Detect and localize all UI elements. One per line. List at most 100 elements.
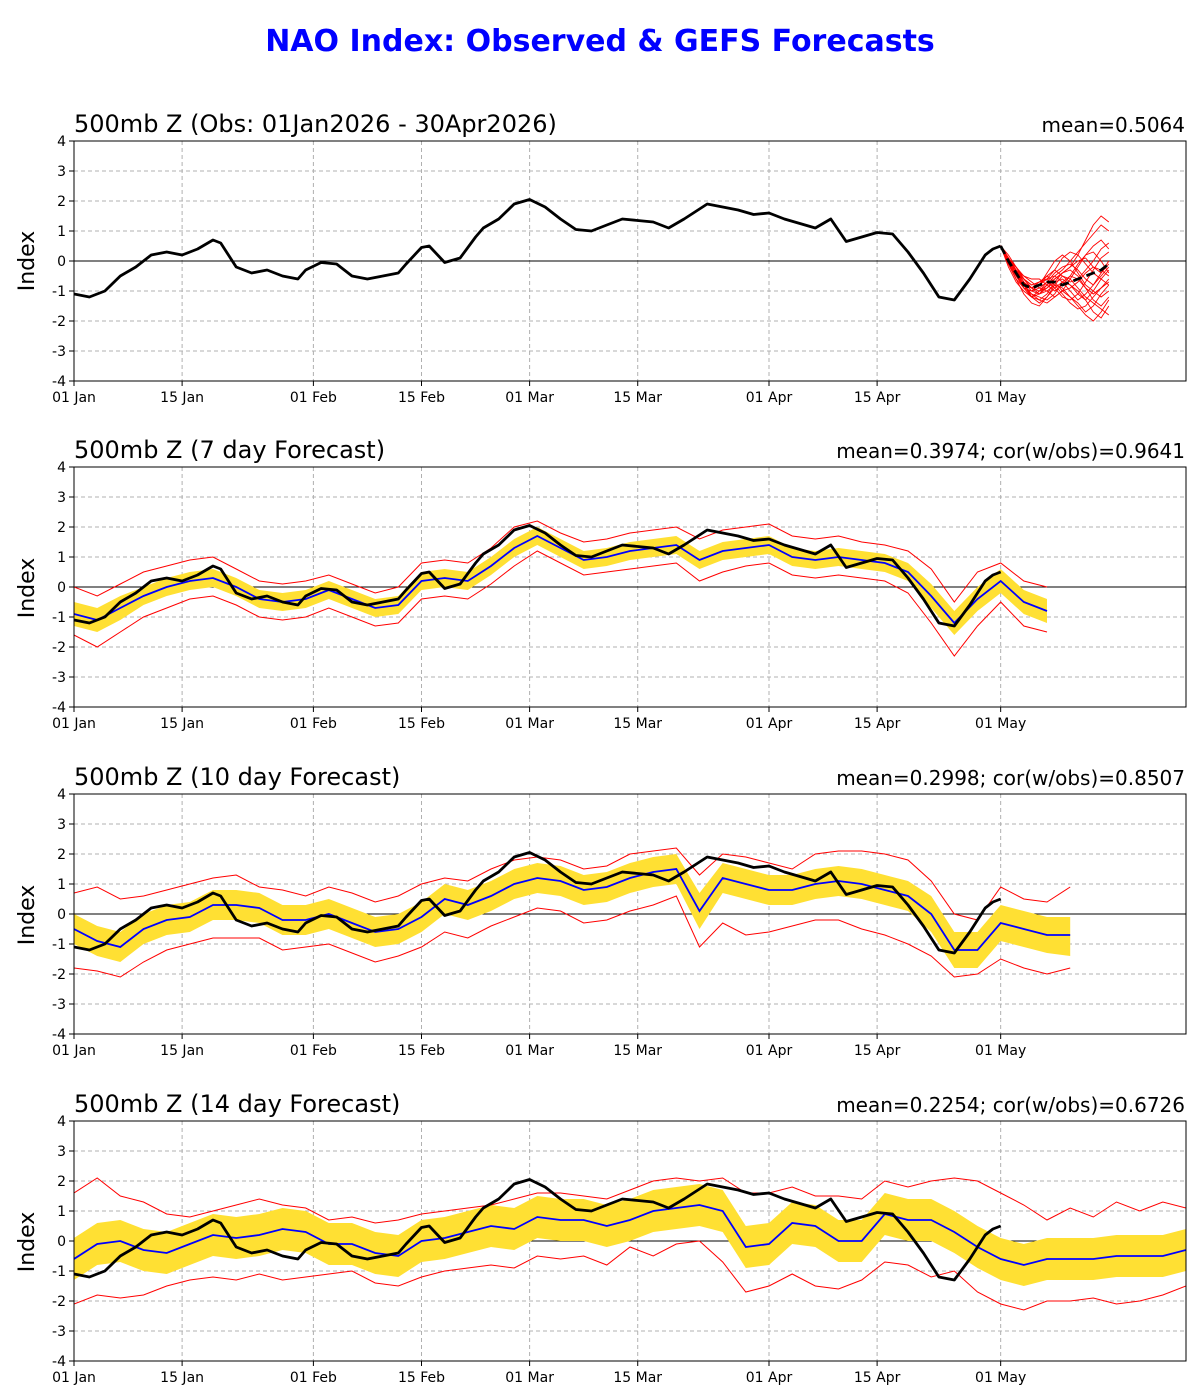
plot-area: -4 -3 -2 -1 0 1 2 3 4 01 Jan 15 Jan 01 Feb 15 Feb 01 … xyxy=(52,1114,1187,1386)
ensemble-member-7 xyxy=(1000,245,1110,298)
extreme-lower-line xyxy=(74,895,1071,978)
forecast-mean-dashed-line xyxy=(999,245,1110,290)
y-axis-label: Index xyxy=(15,558,40,619)
y-tick-label: -4 xyxy=(52,1027,66,1043)
y-tick-label: -3 xyxy=(52,670,66,686)
spread-band xyxy=(74,1184,1186,1286)
y-tick-label: -1 xyxy=(52,937,66,953)
y-tick-label: 3 xyxy=(57,490,66,506)
y-axis-label: Index xyxy=(15,1212,40,1273)
y-tick-label: 0 xyxy=(57,580,66,596)
plot-area: -4 -3 -2 -1 0 1 2 3 4 01 Jan 15 Jan 01 Feb 15 Feb 01 … xyxy=(52,134,1187,406)
panel-7-day-forecast: 500mb Z (7 day Forecast) mean=0.3974; co… xyxy=(15,436,1187,732)
x-tick-label: 15 Mar xyxy=(613,716,662,732)
y-tick-label: 2 xyxy=(57,194,66,210)
spread-band xyxy=(74,527,1047,635)
y-tick-label: 0 xyxy=(57,907,66,923)
ensemble-mean-line xyxy=(74,534,1048,625)
x-tick-label: 15 Jan xyxy=(160,1043,204,1059)
x-tick-label: 15 Jan xyxy=(160,390,204,406)
series-group xyxy=(74,847,1071,978)
y-axis-label: Index xyxy=(15,231,40,292)
y-tick-label: 1 xyxy=(57,877,66,893)
observed-line xyxy=(74,198,1002,302)
x-tick-label: 01 Jan xyxy=(52,716,96,732)
y-tick-label: -4 xyxy=(52,374,66,390)
x-tick-label: 15 Jan xyxy=(160,716,204,732)
panel-title: 500mb Z (14 day Forecast) xyxy=(74,1090,400,1118)
series-group xyxy=(74,198,1110,322)
y-tick-label: -3 xyxy=(52,344,66,360)
figure-title: NAO Index: Observed & GEFS Forecasts xyxy=(265,24,935,59)
x-tick-label: 01 Feb xyxy=(290,716,337,732)
x-tick-label: 15 Apr xyxy=(854,1043,901,1059)
y-tick-label: 1 xyxy=(57,1204,66,1220)
y-tick-label: -1 xyxy=(52,284,66,300)
x-tick-label: 01 May xyxy=(975,1370,1026,1386)
y-tick-label: 0 xyxy=(57,254,66,270)
y-tick-label: 2 xyxy=(57,847,66,863)
extreme-upper-line xyxy=(74,847,1071,921)
x-tick-label: 15 Feb xyxy=(398,1043,445,1059)
x-tick-label: 15 Feb xyxy=(398,1370,445,1386)
series-group xyxy=(74,520,1048,657)
y-tick-label: 3 xyxy=(57,164,66,180)
x-tick-label: 15 Mar xyxy=(613,1043,662,1059)
x-tick-label: 01 Apr xyxy=(746,1370,793,1386)
y-tick-label: 4 xyxy=(57,787,66,803)
observed-line xyxy=(74,851,1002,955)
x-tick-label: 15 Apr xyxy=(854,1370,901,1386)
panel-stat: mean=0.3974; cor(w/obs)=0.9641 xyxy=(836,439,1185,463)
extreme-lower-line xyxy=(74,550,1048,657)
panel-stat: mean=0.2254; cor(w/obs)=0.6726 xyxy=(836,1093,1185,1117)
observed-line xyxy=(74,524,1002,628)
panel-14-day-forecast: 500mb Z (14 day Forecast) mean=0.2254; c… xyxy=(15,1090,1187,1386)
x-tick-label: 15 Feb xyxy=(398,390,445,406)
extreme-lower-line xyxy=(74,1240,1186,1311)
panel-stat: mean=0.5064 xyxy=(1042,113,1185,137)
y-tick-label: -2 xyxy=(52,640,66,656)
y-tick-label: 4 xyxy=(57,460,66,476)
x-tick-label: 01 Apr xyxy=(746,390,793,406)
plot-area: -4 -3 -2 -1 0 1 2 3 4 01 Jan 15 Jan 01 Feb 15 Feb 01 … xyxy=(52,787,1187,1059)
ensemble-mean-line xyxy=(74,1204,1186,1266)
extreme-upper-line xyxy=(74,520,1048,603)
y-tick-label: 0 xyxy=(57,1234,66,1250)
y-tick-label: 2 xyxy=(57,520,66,536)
y-tick-label: 2 xyxy=(57,1174,66,1190)
x-tick-label: 01 Mar xyxy=(505,390,554,406)
plot-area: -4 -3 -2 -1 0 1 2 3 4 01 Jan 15 Jan 01 Feb 15 Feb 01 … xyxy=(52,460,1187,732)
y-tick-label: -4 xyxy=(52,700,66,716)
y-tick-label: -2 xyxy=(52,967,66,983)
x-tick-label: 01 May xyxy=(975,1043,1026,1059)
observed-line xyxy=(74,1178,1002,1282)
x-tick-label: 01 Feb xyxy=(290,390,337,406)
ensemble-member-16 xyxy=(1000,245,1110,292)
y-tick-label: -1 xyxy=(52,1264,66,1280)
y-tick-label: -3 xyxy=(52,1324,66,1340)
panel-observed: 500mb Z (Obs: 01Jan2026 - 30Apr2026) mea… xyxy=(15,110,1187,406)
y-tick-label: 3 xyxy=(57,817,66,833)
x-tick-label: 01 Feb xyxy=(290,1043,337,1059)
y-axis-label: Index xyxy=(15,885,40,946)
ensemble-member-11 xyxy=(1000,245,1110,298)
y-tick-label: -2 xyxy=(52,314,66,330)
x-tick-label: 15 Apr xyxy=(854,716,901,732)
y-tick-label: -1 xyxy=(52,610,66,626)
x-tick-label: 01 May xyxy=(975,390,1026,406)
y-tick-label: 4 xyxy=(57,1114,66,1130)
extreme-upper-line xyxy=(74,1177,1186,1224)
x-tick-label: 15 Mar xyxy=(613,390,662,406)
y-tick-label: 3 xyxy=(57,1144,66,1160)
x-tick-label: 01 Mar xyxy=(505,716,554,732)
x-tick-label: 01 Mar xyxy=(505,1043,554,1059)
x-tick-label: 15 Jan xyxy=(160,1370,204,1386)
panel-stat: mean=0.2998; cor(w/obs)=0.8507 xyxy=(836,766,1185,790)
x-tick-label: 01 Jan xyxy=(52,390,96,406)
x-tick-label: 15 Mar xyxy=(613,1370,662,1386)
x-tick-label: 01 Mar xyxy=(505,1370,554,1386)
panel-title: 500mb Z (10 day Forecast) xyxy=(74,763,400,791)
series-group xyxy=(74,1177,1186,1311)
panel-title: 500mb Z (Obs: 01Jan2026 - 30Apr2026) xyxy=(74,110,557,138)
